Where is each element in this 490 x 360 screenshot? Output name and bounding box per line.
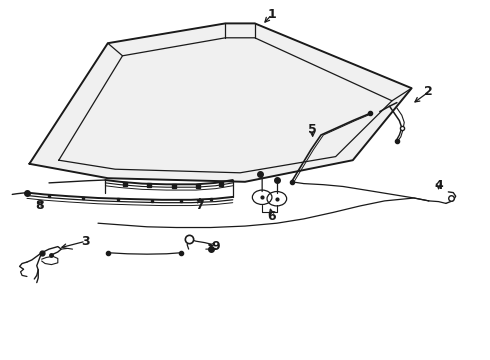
Text: 6: 6 <box>268 210 276 222</box>
Text: 7: 7 <box>196 199 204 212</box>
Text: 2: 2 <box>424 85 433 98</box>
Text: 1: 1 <box>268 8 276 21</box>
Text: 5: 5 <box>308 123 317 136</box>
Text: 8: 8 <box>35 199 44 212</box>
Polygon shape <box>29 23 412 182</box>
Text: 4: 4 <box>434 179 443 192</box>
Text: 3: 3 <box>81 235 90 248</box>
Text: 9: 9 <box>211 240 220 253</box>
